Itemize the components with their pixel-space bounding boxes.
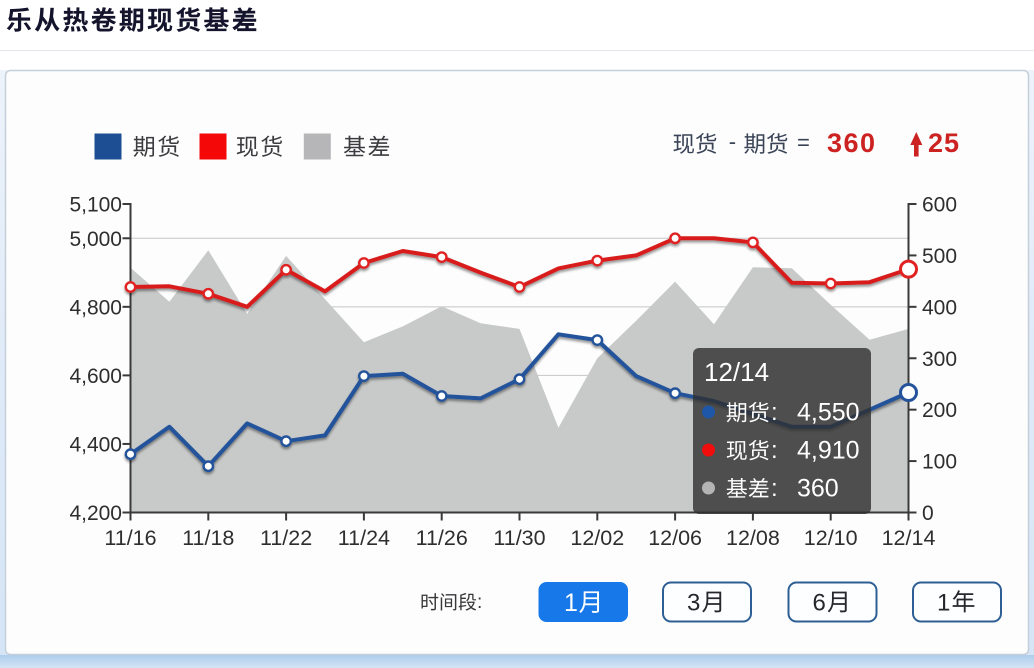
- svg-text:12/14: 12/14: [882, 526, 936, 550]
- svg-text:11/26: 11/26: [416, 526, 468, 550]
- svg-text:500: 500: [922, 245, 957, 268]
- svg-text:11/22: 11/22: [260, 526, 312, 550]
- svg-text:600: 600: [922, 194, 957, 217]
- svg-text:12/08: 12/08: [726, 526, 780, 550]
- svg-text:11/24: 11/24: [338, 526, 390, 550]
- svg-text:5,100: 5,100: [69, 194, 122, 217]
- svg-text:4,910: 4,910: [797, 437, 860, 465]
- svg-text:5,000: 5,000: [69, 228, 122, 251]
- svg-text::: :: [771, 399, 778, 426]
- svg-text:0: 0: [922, 502, 934, 525]
- svg-text:1: 1: [564, 589, 578, 617]
- svg-text:4,200: 4,200: [69, 502, 122, 525]
- svg-text:200: 200: [922, 399, 957, 422]
- svg-text:300: 300: [922, 348, 957, 371]
- svg-text:11/18: 11/18: [182, 526, 234, 550]
- svg-text:12/14: 12/14: [704, 357, 769, 387]
- svg-text:4,600: 4,600: [69, 365, 122, 388]
- svg-text:4,800: 4,800: [69, 296, 122, 319]
- svg-text:-: -: [729, 129, 736, 154]
- svg-text:3: 3: [687, 590, 700, 617]
- svg-text:360: 360: [797, 475, 839, 503]
- svg-text:25: 25: [928, 128, 960, 158]
- svg-text:11/16: 11/16: [104, 526, 156, 550]
- svg-text::: :: [477, 592, 482, 613]
- svg-text:360: 360: [827, 128, 877, 158]
- svg-text:11/30: 11/30: [493, 526, 545, 550]
- svg-text:12/10: 12/10: [804, 526, 858, 550]
- svg-text:1: 1: [937, 590, 950, 617]
- svg-text::: :: [771, 475, 778, 502]
- svg-text:100: 100: [922, 451, 957, 474]
- svg-text:400: 400: [922, 296, 957, 319]
- svg-text:12/06: 12/06: [648, 526, 702, 550]
- svg-text::: :: [771, 437, 778, 464]
- svg-text:12/02: 12/02: [570, 526, 624, 550]
- svg-text:6: 6: [813, 590, 826, 617]
- svg-text:4,400: 4,400: [69, 433, 122, 456]
- svg-text:4,550: 4,550: [797, 399, 860, 427]
- svg-text:=: =: [797, 130, 810, 155]
